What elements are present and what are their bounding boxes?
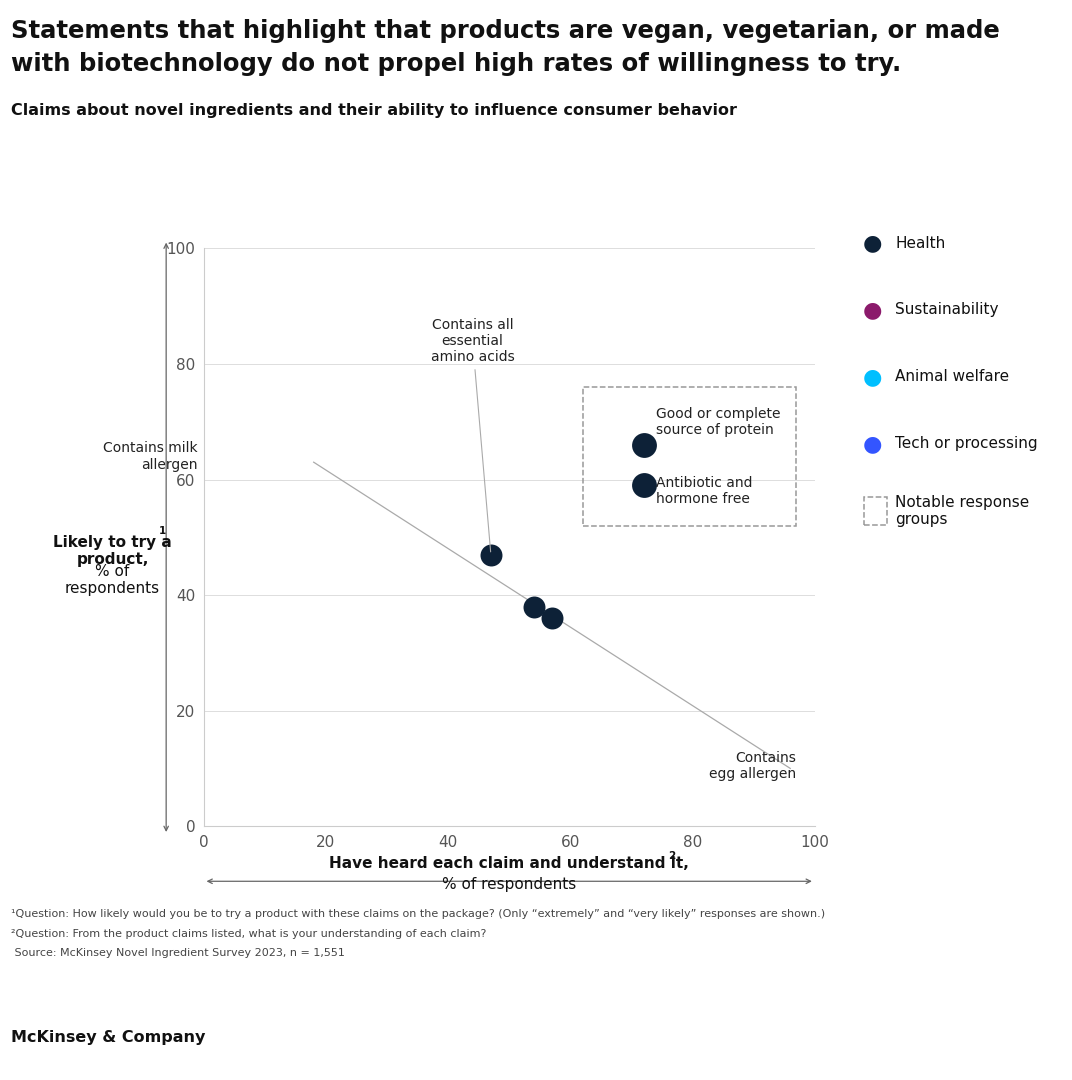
Text: Likely to try a
product,: Likely to try a product, xyxy=(54,535,172,567)
Text: Contains all
essential
amino acids: Contains all essential amino acids xyxy=(431,318,515,552)
Text: Source: McKinsey Novel Ingredient Survey 2023, n = 1,551: Source: McKinsey Novel Ingredient Survey… xyxy=(11,948,344,958)
Point xyxy=(544,609,561,626)
Text: ●: ● xyxy=(863,434,882,454)
Text: with biotechnology do not propel high rates of willingness to try.: with biotechnology do not propel high ra… xyxy=(11,52,900,76)
Text: Contains milk
allergen: Contains milk allergen xyxy=(103,442,197,472)
Text: Health: Health xyxy=(895,235,946,251)
Text: ●: ● xyxy=(863,233,882,253)
Text: Sustainability: Sustainability xyxy=(895,302,999,318)
Text: ●: ● xyxy=(863,300,882,320)
Text: McKinsey & Company: McKinsey & Company xyxy=(11,1030,205,1045)
Text: Notable response
groups: Notable response groups xyxy=(895,495,1029,527)
Text: Statements that highlight that products are vegan, vegetarian, or made: Statements that highlight that products … xyxy=(11,19,999,43)
Text: Good or complete
source of protein: Good or complete source of protein xyxy=(656,407,780,436)
Point xyxy=(482,546,500,564)
Text: ²Question: From the product claims listed, what is your understanding of each cl: ²Question: From the product claims liste… xyxy=(11,929,486,939)
Text: 1: 1 xyxy=(159,526,166,536)
Text: % of
respondents: % of respondents xyxy=(65,564,160,596)
Text: Animal welfare: Animal welfare xyxy=(895,369,1009,384)
Text: Have heard each claim and understand it,: Have heard each claim and understand it, xyxy=(329,856,689,872)
Text: Contains
egg allergen: Contains egg allergen xyxy=(710,751,796,781)
Point xyxy=(635,476,652,494)
Text: Tech or processing: Tech or processing xyxy=(895,436,1038,451)
Text: Antibiotic and
hormone free: Antibiotic and hormone free xyxy=(656,476,753,507)
Point xyxy=(525,598,542,616)
Text: Claims about novel ingredients and their ability to influence consumer behavior: Claims about novel ingredients and their… xyxy=(11,103,736,118)
Point xyxy=(635,436,652,454)
Text: ¹Question: How likely would you be to try a product with these claims on the pac: ¹Question: How likely would you be to tr… xyxy=(11,909,824,919)
Text: ●: ● xyxy=(863,367,882,387)
Text: % of respondents: % of respondents xyxy=(442,877,577,892)
Bar xyxy=(582,387,796,526)
Text: 2: 2 xyxy=(668,851,675,861)
